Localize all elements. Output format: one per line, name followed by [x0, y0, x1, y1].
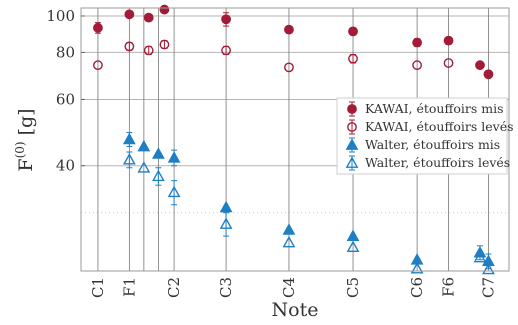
data-point-3-2: [151, 169, 165, 182]
y-axis-title-unit: [g]: [15, 108, 37, 135]
data-point-1-8: [443, 58, 454, 68]
data-point-1-4: [221, 45, 231, 56]
x-tick-label-F6: F6: [440, 277, 458, 297]
data-point-1-2: [143, 45, 154, 56]
x-tick-label-C5: C5: [344, 277, 362, 298]
data-layer: [93, 4, 495, 275]
data-point-2-4: [219, 200, 233, 213]
x-tick-label-C6: C6: [408, 277, 426, 298]
data-point-1-0: [93, 60, 103, 71]
data-point-0-8: [443, 35, 454, 46]
data-point-3-7: [410, 262, 424, 274]
x-tick-label-C3: C3: [217, 277, 235, 298]
data-point-2-5: [282, 223, 296, 235]
series-3: [122, 151, 495, 275]
legend-label-2: Walter, étouffoirs mis: [365, 137, 500, 152]
data-point-0-1: [124, 9, 135, 20]
data-point-3-5: [282, 235, 296, 248]
data-point-3-6: [346, 240, 360, 253]
x-axis-title: Note: [272, 299, 319, 321]
x-tick-label-C2: C2: [165, 277, 183, 298]
data-point-2-0: [122, 132, 136, 145]
data-point-0-7: [412, 37, 423, 48]
x-tick-label-C7: C7: [479, 277, 497, 298]
axis-layer: 40 60 80 100 C1 F1 C2 C3 C4 C5 C6 F6 C7: [46, 7, 497, 298]
data-point-0-5: [284, 24, 294, 35]
y-axis-title: F(0) [g]: [13, 108, 37, 171]
data-point-0-10: [483, 69, 494, 80]
data-point-2-6: [346, 229, 360, 241]
data-point-1-1: [124, 41, 135, 52]
legend-marker-3: [345, 156, 359, 168]
legend-label-0: KAWAI, étouffoirs mis: [365, 101, 504, 116]
data-point-2-2: [151, 147, 165, 159]
y-tick-label-100: 100: [46, 7, 75, 25]
legend-marker-0: [347, 104, 357, 114]
series-1: [93, 39, 454, 73]
data-point-0-0: [93, 22, 103, 33]
data-point-2-3: [167, 151, 181, 163]
data-point-3-4: [219, 217, 233, 229]
data-point-0-3: [159, 4, 170, 15]
plot-frame: [80, 7, 510, 272]
data-point-3-3: [167, 185, 181, 198]
data-point-3-8: [473, 250, 487, 263]
data-point-0-6: [348, 26, 358, 37]
data-point-1-6: [348, 53, 358, 64]
data-point-0-9: [475, 60, 485, 71]
data-point-3-9: [482, 262, 495, 275]
legend-box: [336, 97, 508, 175]
data-point-2-1: [137, 139, 151, 152]
data-point-3-1: [137, 161, 151, 173]
x-tick-label-C4: C4: [280, 277, 298, 298]
x-tick-label-C1: C1: [89, 277, 107, 298]
legend-marker-1: [347, 122, 357, 132]
y-tick-label-80: 80: [56, 43, 75, 61]
y-tick-label-60: 60: [56, 90, 75, 108]
legend-label-3: Walter, étouffoirs levés: [365, 155, 510, 170]
data-point-1-5: [284, 62, 294, 73]
y-axis-title-main: F: [15, 158, 37, 171]
data-point-3-0: [122, 153, 136, 165]
legend: KAWAI, étouffoirs mis KAWAI, étouffoirs l…: [336, 97, 514, 175]
data-point-1-3: [159, 39, 170, 50]
data-point-0-2: [143, 12, 154, 23]
series-0: [93, 4, 494, 80]
y-axis-title-sup: (0): [13, 141, 27, 158]
legend-label-1: KAWAI, étouffoirs levés: [365, 119, 514, 134]
x-tick-label-F1: F1: [120, 277, 138, 297]
svg-text:F(0)[g]: F(0) [g]: [13, 108, 37, 171]
y-tick-label-40: 40: [56, 157, 75, 175]
data-point-1-7: [412, 60, 423, 71]
data-point-0-4: [221, 14, 231, 25]
legend-marker-2: [345, 138, 359, 150]
